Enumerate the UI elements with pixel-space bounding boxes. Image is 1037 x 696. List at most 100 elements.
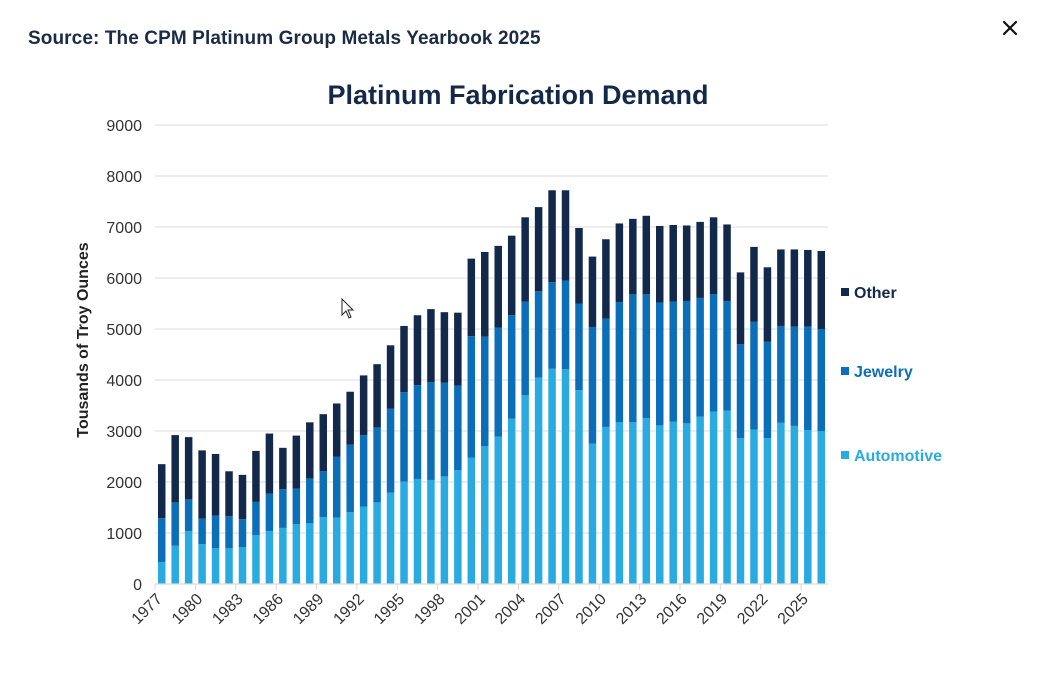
bar-automotive-2016 <box>682 423 691 584</box>
bar-other-2024 <box>790 249 799 327</box>
bar-other-2012 <box>629 218 637 295</box>
bar-jewelry-1982 <box>225 516 233 549</box>
x-tick-label: 1986 <box>250 591 287 628</box>
bar-jewelry-2001 <box>481 336 489 447</box>
bar-jewelry-2024 <box>790 326 799 426</box>
bar-automotive-2015 <box>669 421 677 584</box>
bar-automotive-1980 <box>198 544 206 584</box>
y-tick-label: 0 <box>133 577 142 594</box>
close-button[interactable] <box>998 16 1022 40</box>
bar-jewelry-1986 <box>279 489 287 528</box>
bar-other-2022 <box>763 267 772 342</box>
bar-jewelry-2005 <box>534 291 543 378</box>
bar-jewelry-1998 <box>440 382 449 477</box>
bar-automotive-1995 <box>400 481 408 584</box>
bar-jewelry-1992 <box>359 435 368 507</box>
bar-jewelry-2010 <box>602 318 610 427</box>
bar-other-1978 <box>171 435 179 503</box>
bar-other-2016 <box>682 225 691 301</box>
legend-swatch-other <box>841 288 849 296</box>
bar-jewelry-1996 <box>413 385 422 479</box>
bar-automotive-2024 <box>790 425 799 584</box>
x-tick-label: 2016 <box>654 591 691 628</box>
bar-automotive-2004 <box>521 395 529 584</box>
bar-jewelry-1978 <box>171 502 179 546</box>
legend-label: Automotive <box>854 448 942 465</box>
bar-other-1998 <box>440 312 449 383</box>
bar-other-1999 <box>454 312 462 386</box>
bar-jewelry-2008 <box>575 303 583 391</box>
bar-jewelry-2019 <box>723 300 731 411</box>
bar-jewelry-1988 <box>306 478 314 524</box>
bar-jewelry-1987 <box>292 488 301 525</box>
x-tick-label: 2013 <box>613 591 650 628</box>
bar-automotive-2008 <box>575 390 583 584</box>
bar-automotive-2001 <box>481 446 489 584</box>
y-tick-label: 3000 <box>106 424 142 441</box>
x-tick-label: 2010 <box>573 591 610 628</box>
bar-jewelry-2007 <box>561 280 570 370</box>
x-tick-label: 1989 <box>290 591 327 628</box>
bar-jewelry-1999 <box>454 385 462 471</box>
y-tick-label: 6000 <box>106 271 142 288</box>
bar-automotive-1992 <box>359 506 368 584</box>
bar-other-1986 <box>279 447 287 490</box>
bar-automotive-2010 <box>602 426 610 584</box>
bar-automotive-2003 <box>507 418 516 584</box>
bar-other-2002 <box>494 245 502 328</box>
legend-item-jewelry[interactable]: Jewelry <box>841 364 913 381</box>
mouse-cursor <box>341 297 355 325</box>
x-tick-label: 2025 <box>775 591 812 628</box>
bar-jewelry-2026 <box>817 329 826 431</box>
bar-automotive-2019 <box>723 410 731 584</box>
legend: Other Jewelry Automotive <box>841 285 942 465</box>
bar-automotive-2022 <box>763 438 772 584</box>
bar-jewelry-2011 <box>615 301 624 423</box>
bar-automotive-1988 <box>306 523 314 584</box>
bar-automotive-1979 <box>184 530 193 584</box>
bar-automotive-2007 <box>561 369 570 584</box>
bar-automotive-1998 <box>440 476 449 584</box>
bar-other-2026 <box>817 250 826 329</box>
bar-jewelry-2004 <box>521 301 529 396</box>
bar-automotive-2013 <box>642 418 651 584</box>
bar-jewelry-1997 <box>427 382 435 480</box>
pointer-cursor-icon <box>341 297 355 319</box>
y-tick-label: 5000 <box>106 322 142 339</box>
bar-automotive-2025 <box>804 429 812 584</box>
bar-automotive-1987 <box>292 524 301 584</box>
bar-other-1985 <box>265 433 274 494</box>
x-tick-label: 1980 <box>169 591 206 628</box>
chart-title: Platinum Fabrication Demand <box>327 80 709 110</box>
bar-jewelry-1981 <box>211 515 220 549</box>
bar-automotive-2017 <box>696 416 704 584</box>
bar-automotive-1983 <box>238 547 247 584</box>
bar-other-2013 <box>642 215 651 295</box>
bar-automotive-1999 <box>454 470 462 584</box>
bar-jewelry-2014 <box>656 302 664 426</box>
legend-item-other[interactable]: Other <box>841 285 897 302</box>
legend-label: Other <box>854 285 897 302</box>
bar-other-1991 <box>346 391 354 445</box>
legend-swatch-automotive <box>841 451 849 459</box>
bar-other-2015 <box>669 224 677 302</box>
bar-jewelry-1979 <box>184 499 193 531</box>
bar-other-2019 <box>723 224 731 301</box>
close-icon <box>1002 20 1018 36</box>
bar-automotive-1991 <box>346 512 354 584</box>
bar-jewelry-2003 <box>507 315 516 419</box>
bar-other-2020 <box>736 272 745 345</box>
bar-other-2009 <box>588 256 597 327</box>
bar-other-1995 <box>400 325 408 393</box>
bar-other-2005 <box>534 207 543 292</box>
bar-jewelry-1984 <box>252 501 260 536</box>
bar-other-2014 <box>656 225 664 303</box>
bar-jewelry-2023 <box>777 325 785 423</box>
y-axis-ticks: 0 1000 2000 3000 4000 5000 6000 7000 8000 9000 <box>106 118 142 594</box>
legend-swatch-jewelry <box>841 367 849 375</box>
bar-other-2018 <box>709 217 718 295</box>
bar-automotive-2020 <box>736 438 745 584</box>
bar-jewelry-1980 <box>198 518 206 545</box>
legend-item-automotive[interactable]: Automotive <box>841 448 942 465</box>
x-axis: 1977 1980 1983 1986 1989 1992 1995 1998 2001 2004… <box>129 583 828 628</box>
